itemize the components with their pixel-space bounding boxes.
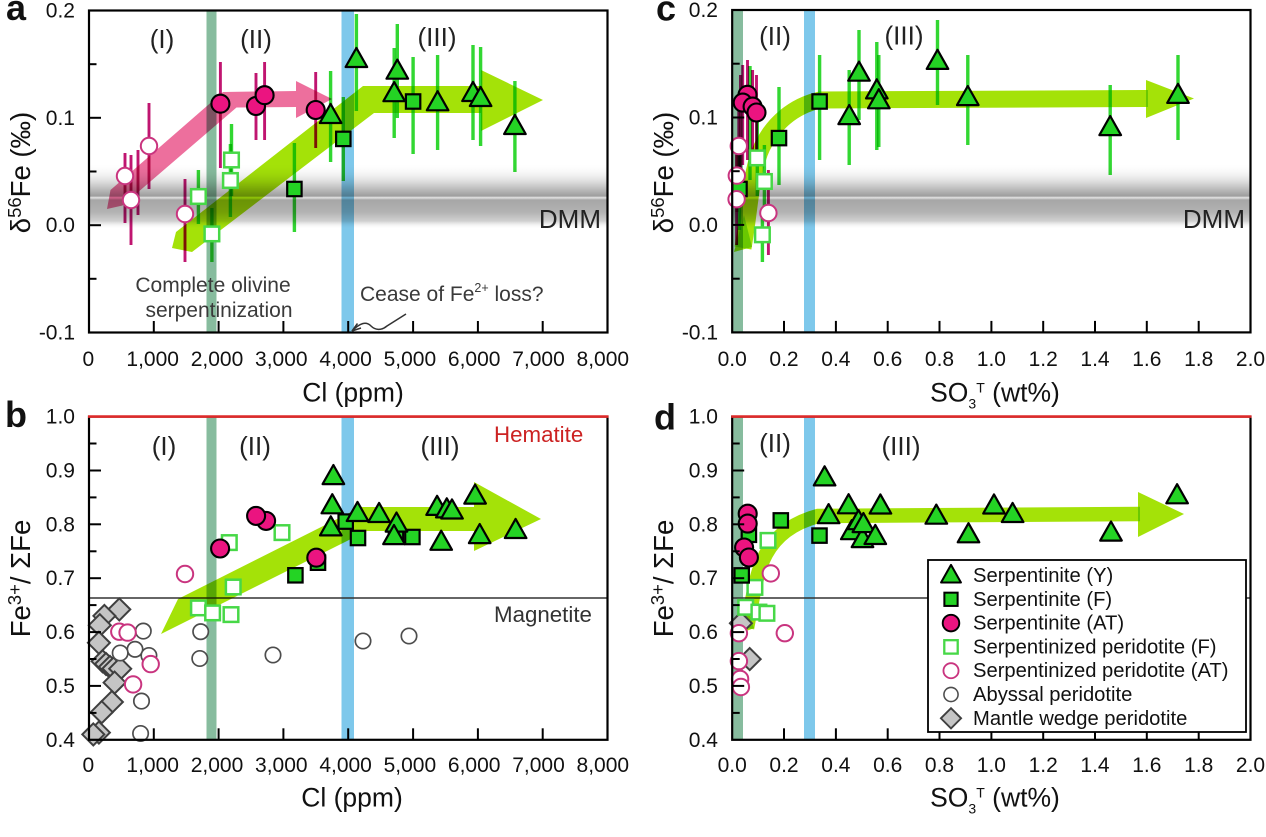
svg-text:Hematite: Hematite [494,422,583,447]
svg-text:Serpentinite (Y): Serpentinite (Y) [973,565,1113,587]
svg-text:Abyssal peridotite: Abyssal peridotite [973,684,1132,706]
svg-text:1.8: 1.8 [1184,348,1213,371]
svg-text:Cl (ppm): Cl (ppm) [301,783,403,813]
svg-text:(II): (II) [239,431,271,461]
svg-text:0.9: 0.9 [46,460,75,483]
svg-text:1.4: 1.4 [1080,348,1110,371]
svg-text:0.8: 0.8 [925,754,954,777]
svg-text:2,000: 2,000 [191,754,244,777]
svg-text:-0.1: -0.1 [682,321,718,344]
svg-text:0.8: 0.8 [46,513,75,536]
svg-text:serpentinization: serpentinization [145,299,292,322]
svg-text:6,000: 6,000 [448,348,501,371]
svg-text:1.4: 1.4 [1080,754,1110,777]
svg-text:(III): (III) [885,21,924,51]
svg-text:7,000: 7,000 [512,348,565,371]
svg-text:Serpentinite (AT): Serpentinite (AT) [973,613,1124,635]
svg-text:Serpentinized peridotite (F): Serpentinized peridotite (F) [973,636,1217,658]
svg-text:6,000: 6,000 [448,754,501,777]
svg-text:0.1: 0.1 [46,107,75,130]
svg-text:(III): (III) [882,431,921,461]
svg-text:Fe3+/ ΣFe: Fe3+/ ΣFe [4,520,36,638]
svg-text:1.0: 1.0 [977,754,1006,777]
svg-text:0.9: 0.9 [689,460,718,483]
svg-text:0.4: 0.4 [46,729,76,752]
svg-text:0.6: 0.6 [873,348,902,371]
svg-text:4,000: 4,000 [319,754,372,777]
svg-text:0.1: 0.1 [689,107,718,130]
svg-text:Complete olivine: Complete olivine [135,274,290,297]
svg-text:1,000: 1,000 [126,754,179,777]
svg-text:0.6: 0.6 [689,621,718,644]
svg-text:Cl (ppm): Cl (ppm) [302,378,404,408]
svg-text:3,000: 3,000 [255,348,308,371]
svg-text:0.6: 0.6 [873,754,902,777]
svg-text:5,000: 5,000 [384,348,437,371]
svg-text:0.2: 0.2 [769,754,798,777]
svg-text:DMM: DMM [539,204,601,234]
svg-text:(I): (I) [152,431,177,461]
svg-text:SO3T (wt%): SO3T (wt%) [930,378,1060,412]
svg-text:Serpentinized peridotite (AT): Serpentinized peridotite (AT) [973,660,1228,682]
svg-text:0.0: 0.0 [46,214,75,237]
svg-text:3,000: 3,000 [255,754,308,777]
svg-text:0: 0 [83,754,95,777]
svg-text:Serpentinite (F): Serpentinite (F) [973,589,1112,611]
svg-text:-0.1: -0.1 [39,322,75,345]
svg-text:8,000: 8,000 [577,754,630,777]
svg-text:0.2: 0.2 [769,348,798,371]
svg-text:b: b [5,394,27,435]
svg-text:Mantle wedge peridotite: Mantle wedge peridotite [973,708,1187,730]
svg-text:Fe3+/ ΣFe: Fe3+/ ΣFe [647,520,679,638]
svg-text:(III): (III) [418,22,457,52]
svg-text:0.4: 0.4 [821,754,851,777]
svg-text:0.7: 0.7 [46,567,75,590]
svg-text:1.0: 1.0 [46,406,75,429]
svg-text:0.8: 0.8 [689,513,718,536]
svg-text:(II): (II) [759,21,791,51]
svg-text:c: c [656,0,676,29]
svg-text:0.7: 0.7 [689,567,718,590]
svg-text:4,000: 4,000 [319,348,372,371]
svg-text:5,000: 5,000 [384,754,437,777]
svg-text:0.4: 0.4 [689,729,719,752]
svg-text:1.6: 1.6 [1132,754,1161,777]
svg-text:0.0: 0.0 [718,348,747,371]
svg-text:Magnetite: Magnetite [494,602,592,627]
svg-text:2,000: 2,000 [191,348,244,371]
svg-text:(I): (I) [150,24,175,54]
svg-text:1.2: 1.2 [1029,348,1058,371]
svg-text:δ56Fe (‰): δ56Fe (‰) [647,112,679,233]
svg-text:(III): (III) [421,431,460,461]
svg-text:0.2: 0.2 [46,0,75,23]
svg-text:1,000: 1,000 [126,348,179,371]
svg-text:1.0: 1.0 [977,348,1006,371]
svg-text:SO3T (wt%): SO3T (wt%) [930,783,1060,817]
svg-text:(II): (II) [240,24,272,54]
svg-text:0.2: 0.2 [689,0,718,22]
svg-text:0.0: 0.0 [689,214,718,237]
svg-text:1.8: 1.8 [1184,754,1213,777]
svg-text:7,000: 7,000 [512,754,565,777]
svg-text:a: a [6,0,27,28]
svg-text:0: 0 [83,348,95,371]
svg-text:1.2: 1.2 [1029,754,1058,777]
svg-text:1.0: 1.0 [689,406,718,429]
svg-text:1.6: 1.6 [1132,348,1161,371]
svg-text:2.0: 2.0 [1236,348,1265,371]
svg-text:0.5: 0.5 [46,675,75,698]
svg-text:DMM: DMM [1183,204,1245,234]
svg-text:0.5: 0.5 [689,675,718,698]
svg-text:0.8: 0.8 [925,348,954,371]
svg-text:0.6: 0.6 [46,621,75,644]
svg-text:8,000: 8,000 [577,348,630,371]
svg-text:2.0: 2.0 [1236,754,1265,777]
svg-text:Cease of Fe2+ loss?: Cease of Fe2+ loss? [360,281,544,306]
svg-text:(II): (II) [759,428,791,458]
svg-text:0.0: 0.0 [718,754,747,777]
svg-text:d: d [654,397,676,438]
svg-text:0.4: 0.4 [821,348,851,371]
